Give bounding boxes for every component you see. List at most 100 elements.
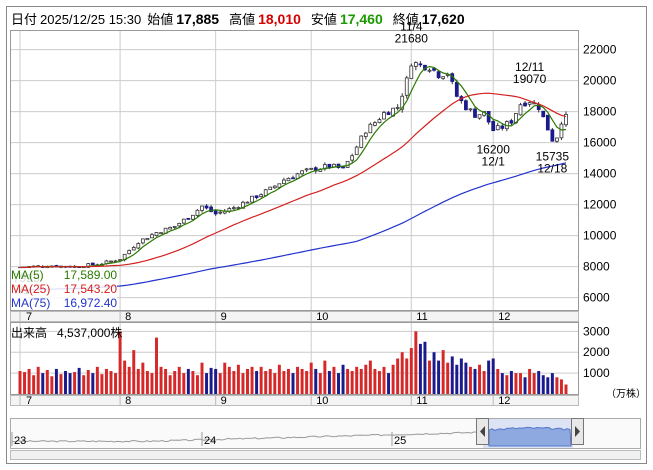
volume-bar xyxy=(59,374,63,394)
volume-bar xyxy=(50,376,54,394)
volume-bar xyxy=(205,373,209,394)
candle-body xyxy=(413,62,418,67)
volume-bar xyxy=(550,373,554,394)
price-annotation: 11/4 xyxy=(400,20,423,34)
ohlc-header: 日付 2025/12/25 15:30 始値 17,885 高値 18,010 … xyxy=(11,9,475,29)
candle-body xyxy=(231,207,236,210)
volume-bar xyxy=(377,371,381,394)
volume-bar xyxy=(423,341,427,394)
candle-body xyxy=(300,170,304,175)
volume-bar xyxy=(145,371,149,394)
ma-legend: MA(5) 17,589.00 MA(25) 17,543.20 MA(75) … xyxy=(11,268,118,310)
volume-bar xyxy=(173,371,177,394)
datetime: 2025/12/25 15:30 xyxy=(40,12,142,27)
ma75-value: 16,972.40 xyxy=(63,296,118,310)
volume-bar xyxy=(82,375,86,394)
volume-bar xyxy=(355,366,359,394)
volume-bar xyxy=(214,368,218,394)
candle-body xyxy=(145,238,150,241)
volume-bar xyxy=(236,364,240,394)
candle-body xyxy=(477,114,482,119)
volume-bar xyxy=(318,373,322,394)
volume-bar xyxy=(268,368,272,394)
candle-body xyxy=(491,121,496,132)
candle-body xyxy=(236,207,241,209)
candle-body xyxy=(309,167,314,170)
price-y-axis: 6000 8000 10000 12000 14000 16000 18000 20000 22… xyxy=(583,43,617,305)
volume-bar xyxy=(264,371,268,394)
volume-bar xyxy=(36,366,40,394)
candle-body xyxy=(140,238,145,244)
volume-bar xyxy=(27,368,31,394)
candle-body xyxy=(209,206,213,212)
volume-bar xyxy=(487,360,491,394)
volume-bar xyxy=(300,368,304,394)
y-tick-label: 6000 xyxy=(583,291,610,305)
navigator-scrollbar[interactable] xyxy=(10,450,641,460)
candle-body xyxy=(395,107,400,109)
candle-body xyxy=(404,77,409,96)
volume-bar xyxy=(296,366,300,394)
ma25-name: MA(25) xyxy=(11,282,51,296)
volume-bar xyxy=(537,371,541,394)
navigator-left-handle[interactable] xyxy=(476,418,489,445)
candle-body xyxy=(559,123,564,139)
navigator-history-line xyxy=(11,431,481,443)
volume-bar xyxy=(541,375,545,394)
price-annotation: 16200 xyxy=(477,143,511,157)
nav-year-label: 25 xyxy=(394,435,406,447)
price-annotation: 12/11 xyxy=(515,60,544,74)
volume-bar xyxy=(186,368,190,394)
month-label: 11 xyxy=(416,311,427,323)
volume-bar xyxy=(309,362,313,394)
volume-bar xyxy=(505,375,509,394)
volume-bar xyxy=(337,373,340,394)
volume-bar xyxy=(509,371,513,394)
volume-bar xyxy=(391,364,395,394)
candle-body xyxy=(354,146,359,156)
candle-body xyxy=(241,201,245,209)
month-label: 9 xyxy=(221,311,227,323)
candle-body xyxy=(427,69,432,72)
low-value: 17,460 xyxy=(339,11,383,27)
candle-body xyxy=(454,81,459,97)
candle-body xyxy=(136,243,141,249)
volume-bar xyxy=(523,377,527,394)
price-annotation: 12/18 xyxy=(537,162,567,176)
volume-bar xyxy=(73,372,77,394)
volume-bar xyxy=(150,373,154,394)
volume-bar xyxy=(250,366,254,394)
volume-bar xyxy=(164,368,168,394)
candle-body xyxy=(527,102,532,105)
volume-bar xyxy=(218,373,222,394)
volume-bar xyxy=(209,367,213,394)
month-label: 7 xyxy=(26,311,32,323)
vol-tick-label: 1000 xyxy=(583,366,610,380)
volume-bar xyxy=(414,331,418,394)
ma5-name: MA(5) xyxy=(11,268,44,282)
price-grid xyxy=(11,31,578,310)
volume-bar xyxy=(528,368,532,394)
high-label: 高値 xyxy=(229,12,256,27)
month-axis-upper xyxy=(10,311,579,322)
volume-bar xyxy=(323,360,327,394)
month-labels-lower: 7 8 9 10 11 12 xyxy=(19,395,510,407)
volume-bar xyxy=(273,373,277,394)
volume-bar xyxy=(277,364,281,394)
navigator-right-handle[interactable] xyxy=(571,418,584,445)
candle-body xyxy=(541,110,546,118)
volume-bar xyxy=(327,371,331,394)
volume-bars xyxy=(18,331,568,394)
volume-bar xyxy=(546,377,550,394)
volume-bar xyxy=(18,371,22,394)
y-tick-label: 18000 xyxy=(583,105,617,119)
volume-bar xyxy=(382,366,386,394)
candle-body xyxy=(473,108,477,118)
volume-bar xyxy=(455,364,459,394)
volume-bar xyxy=(478,364,482,394)
volume-bar xyxy=(446,362,450,394)
volume-value: 4,537,000株 xyxy=(57,326,123,340)
volume-bar xyxy=(100,374,104,394)
volume-bar xyxy=(482,371,486,394)
candle-body xyxy=(259,194,264,198)
